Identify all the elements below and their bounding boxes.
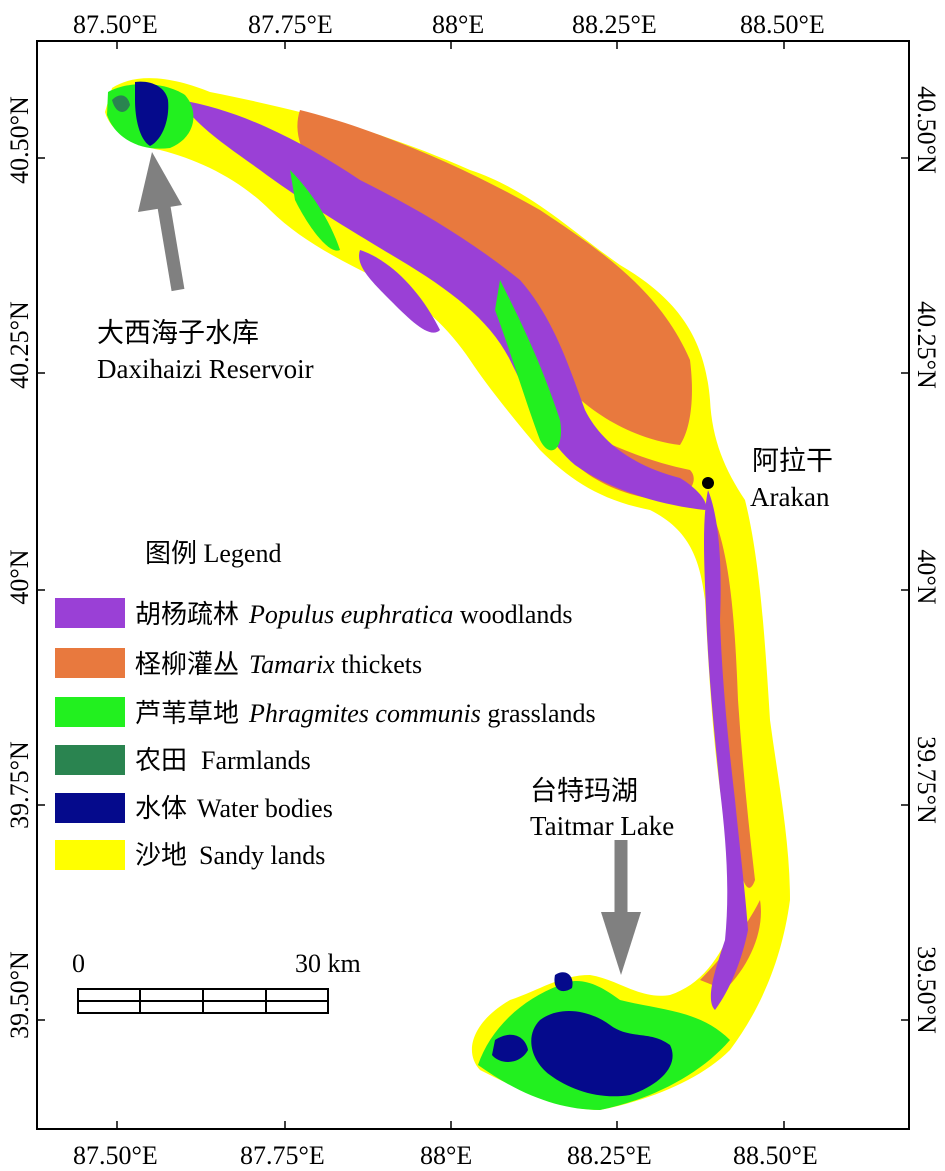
legend-swatch-tamarix	[55, 648, 125, 678]
legend-swatch-water	[55, 793, 125, 823]
bottom-tick-label: 87.75°E	[240, 1141, 325, 1170]
right-tick-label: 39.50°N	[912, 946, 941, 1034]
left-tick-label: 39.50°N	[5, 951, 34, 1039]
legend-swatch-populus	[55, 598, 125, 628]
top-axis: 87.50°E 87.75°E 88°E 88.25°E 88.50°E	[73, 10, 825, 49]
arakan-label-cn: 阿拉干	[752, 446, 833, 476]
lake-label-cn: 台特玛湖	[530, 776, 638, 806]
left-tick-label: 40°N	[5, 549, 34, 604]
top-tick-label: 88.50°E	[740, 10, 825, 39]
legend-swatch-phragmites	[55, 697, 125, 727]
legend-title: 图例 Legend	[145, 539, 281, 568]
top-tick-label: 87.75°E	[248, 10, 333, 39]
top-tick-label: 88.25°E	[572, 10, 657, 39]
legend-item-populus: 胡杨疏林 Populus euphratica woodlands	[135, 600, 573, 629]
scale-bar: 0 30 km	[72, 949, 361, 1014]
farmlands-region	[112, 95, 130, 112]
right-tick-label: 40.50°N	[912, 86, 941, 174]
right-tick-label: 40.25°N	[912, 301, 941, 389]
arakan-label-en: Arakan	[750, 482, 830, 512]
reservoir-label-cn: 大西海子水库	[97, 318, 259, 348]
bottom-tick-label: 88.50°E	[733, 1141, 818, 1170]
left-tick-label: 40.50°N	[5, 96, 34, 184]
top-tick-label: 88°E	[432, 10, 484, 39]
legend-item-water: 水体 Water bodies	[135, 794, 333, 823]
lake-arrow	[601, 840, 641, 975]
scale-end-label: 30 km	[295, 949, 361, 978]
bottom-axis: 87.50°E 87.75°E 88°E 88.25°E 88.50°E	[73, 1121, 818, 1170]
left-tick-label: 39.75°N	[5, 741, 34, 829]
bottom-tick-label: 88°E	[420, 1141, 472, 1170]
right-tick-label: 40°N	[912, 549, 941, 604]
legend-item-farmland: 农田 Farmlands	[135, 746, 311, 775]
water-bodies-region	[135, 81, 673, 1097]
reservoir-arrow	[138, 152, 185, 292]
legend-swatch-farmland	[55, 745, 125, 775]
scale-start-label: 0	[72, 949, 85, 978]
legend-item-sandy: 沙地 Sandy lands	[135, 841, 325, 870]
arakan-point	[702, 477, 714, 489]
right-tick-label: 39.75°N	[912, 736, 941, 824]
left-tick-label: 40.25°N	[5, 301, 34, 389]
bottom-tick-label: 88.25°E	[567, 1141, 652, 1170]
right-axis: 40.50°N 40.25°N 40°N 39.75°N 39.50°N	[901, 86, 941, 1034]
legend-item-phragmites: 芦苇草地 Phragmites communis grasslands	[135, 699, 596, 728]
reservoir-label-en: Daxihaizi Reservoir	[97, 354, 314, 384]
left-axis: 40.50°N 40.25°N 40°N 39.75°N 39.50°N	[5, 96, 45, 1039]
lake-label-en: Taitmar Lake	[530, 811, 674, 841]
top-tick-label: 87.50°E	[73, 10, 158, 39]
legend-item-tamarix: 柽柳灌丛 Tamarix thickets	[135, 650, 422, 679]
legend-swatch-sandy	[55, 840, 125, 870]
legend: 图例 Legend 胡杨疏林 Populus euphratica woodlan…	[55, 539, 596, 870]
bottom-tick-label: 87.50°E	[73, 1141, 158, 1170]
